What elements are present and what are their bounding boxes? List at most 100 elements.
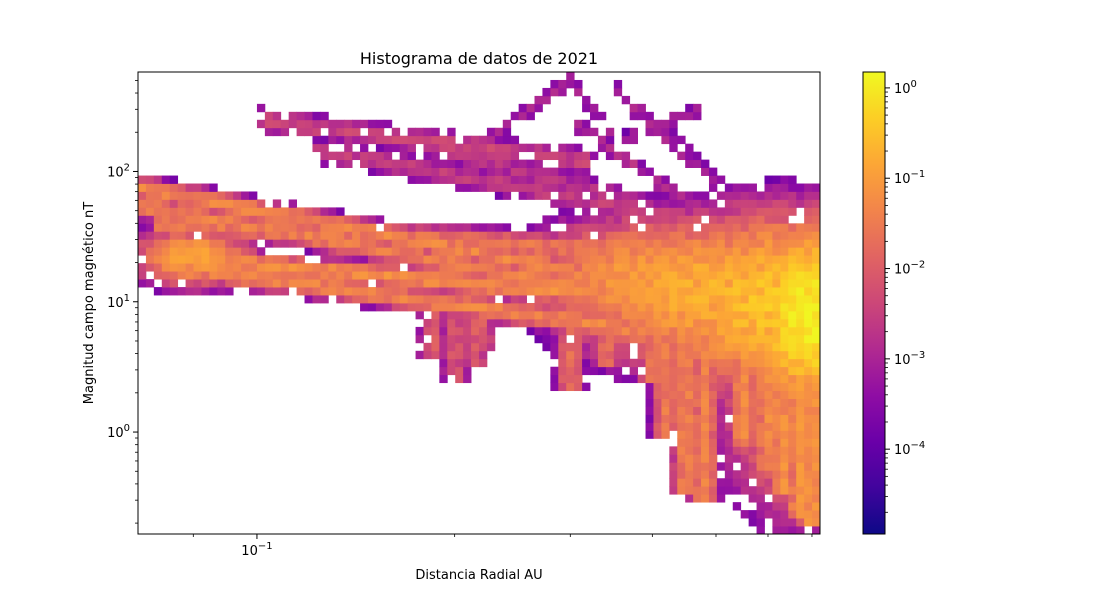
histogram-bin <box>788 175 797 184</box>
histogram-bin <box>233 271 242 280</box>
histogram-bin <box>764 446 773 455</box>
histogram-bin <box>780 303 789 312</box>
histogram-bin <box>621 295 631 304</box>
histogram-bin <box>574 310 583 320</box>
histogram-bin <box>518 295 527 304</box>
histogram-bin <box>471 279 480 288</box>
histogram-bin <box>542 183 551 192</box>
histogram-bin <box>463 223 472 232</box>
histogram-bin <box>740 470 750 479</box>
histogram-bin <box>653 239 662 248</box>
histogram-bin <box>431 342 440 352</box>
histogram-bin <box>542 143 551 153</box>
histogram-bin <box>534 287 543 296</box>
histogram-bin <box>320 207 329 216</box>
histogram-bin <box>716 231 726 240</box>
histogram-bin <box>708 478 718 487</box>
histogram-bin <box>169 247 179 256</box>
histogram-bin <box>788 406 797 415</box>
histogram-bin <box>383 167 393 176</box>
histogram-bin <box>701 470 710 479</box>
histogram-bin <box>629 199 638 208</box>
histogram-bin <box>391 247 401 256</box>
histogram-bin <box>526 103 535 113</box>
histogram-bin <box>661 255 670 264</box>
histogram-bin <box>486 231 496 240</box>
histogram-bin <box>724 295 734 304</box>
histogram-bin <box>383 263 393 272</box>
histogram-bin <box>455 255 464 264</box>
histogram-bin <box>138 191 147 200</box>
histogram-bin <box>352 295 361 304</box>
histogram-bin <box>693 358 702 368</box>
histogram-bin <box>233 215 242 224</box>
histogram-bin <box>661 119 670 129</box>
histogram-bin <box>479 183 488 192</box>
histogram-bin <box>597 318 607 328</box>
histogram-bin <box>407 223 416 232</box>
histogram-bin <box>645 239 654 248</box>
histogram-bin <box>772 231 781 240</box>
histogram-bin <box>740 231 750 240</box>
histogram-bin <box>701 334 710 344</box>
histogram-bin <box>566 310 575 320</box>
histogram-bin <box>716 239 726 248</box>
histogram-bin <box>550 303 559 312</box>
histogram-bin <box>249 247 258 256</box>
histogram-bin <box>328 135 337 145</box>
histogram-bin <box>716 390 726 399</box>
histogram-bin <box>677 271 686 280</box>
histogram-bin <box>724 318 734 328</box>
histogram-bin <box>558 295 567 304</box>
histogram-bin <box>605 334 615 344</box>
histogram-bin <box>463 167 472 176</box>
histogram-bin <box>360 159 369 168</box>
histogram-bin <box>748 263 757 272</box>
histogram-bin <box>621 255 631 264</box>
histogram-bin <box>510 310 520 320</box>
histogram-bin <box>748 462 757 471</box>
histogram-bin <box>613 279 623 288</box>
histogram-bin <box>288 207 297 216</box>
histogram-bin <box>439 350 448 360</box>
histogram-bin <box>431 231 440 240</box>
histogram-bin <box>272 127 282 137</box>
chart-title: Histograma de datos de 2021 <box>360 49 598 68</box>
histogram-bin <box>574 287 583 296</box>
colorbar-tick-label: 10−1 <box>894 169 925 187</box>
histogram-bin <box>724 255 734 264</box>
colorbar-tick-label: 10−3 <box>894 350 925 368</box>
histogram-bin <box>574 231 583 240</box>
histogram-bin <box>360 151 369 161</box>
histogram-bin <box>407 295 416 304</box>
histogram-bin <box>526 167 535 176</box>
histogram-bin <box>764 279 773 288</box>
histogram-bin <box>574 199 583 208</box>
histogram-bin <box>645 350 654 360</box>
histogram-bin <box>201 215 210 224</box>
histogram-bin <box>724 470 734 479</box>
histogram-bin <box>685 310 694 320</box>
histogram-bin <box>788 454 797 463</box>
histogram-bin <box>740 279 750 288</box>
histogram-bin <box>225 255 234 264</box>
histogram-bin <box>360 279 369 288</box>
histogram-bin <box>241 263 250 272</box>
histogram-bin <box>693 374 702 384</box>
histogram-bin <box>645 127 654 137</box>
histogram-bin <box>518 103 527 113</box>
histogram-bin <box>645 414 654 423</box>
histogram-bin <box>812 486 820 495</box>
histogram-bin <box>574 326 583 336</box>
histogram-bin <box>360 223 369 232</box>
histogram-bin <box>605 287 615 296</box>
histogram-bin <box>796 398 805 407</box>
histogram-bin <box>645 215 654 224</box>
histogram-bin <box>590 287 599 296</box>
histogram-bin <box>566 279 575 288</box>
histogram-bin <box>645 406 654 415</box>
histogram-bin <box>708 470 718 479</box>
histogram-bin <box>383 159 393 168</box>
histogram-bin <box>439 295 448 304</box>
histogram-bin <box>455 334 464 344</box>
